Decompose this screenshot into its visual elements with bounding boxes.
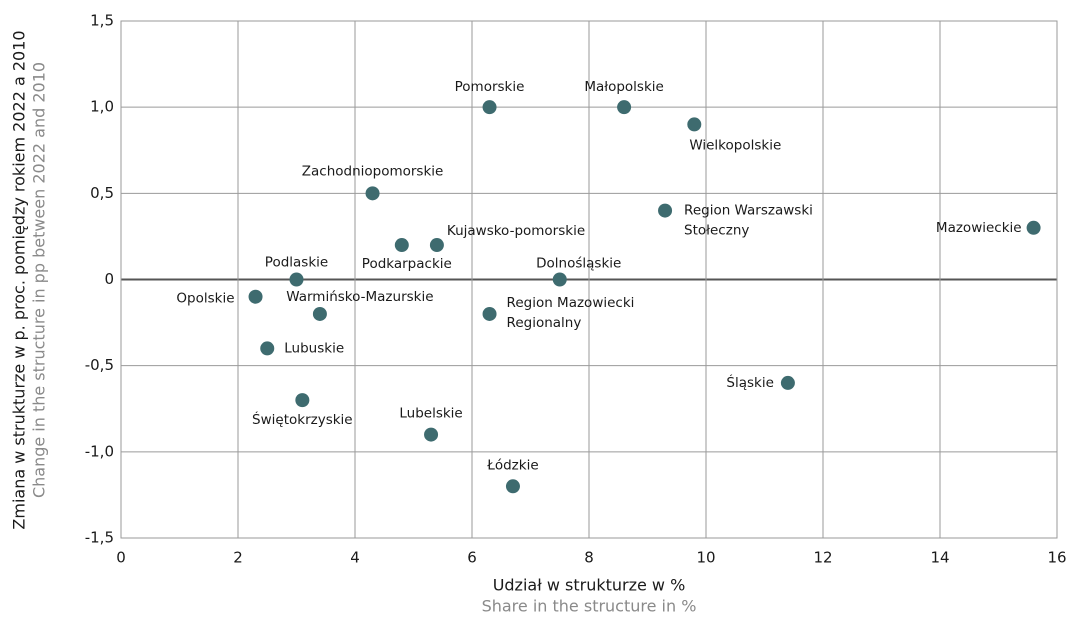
point-label: Regionalny [507,315,582,331]
point [260,341,275,356]
point [365,186,380,201]
point [295,393,310,408]
point-label: Podlaskie [265,255,328,271]
point-label: Mazowieckie [936,220,1022,236]
point-label: Stołeczny [684,223,749,239]
point [658,203,673,218]
point-label: Małopolskie [584,79,664,95]
x-tick-label: 8 [584,549,594,567]
plot-border [120,20,1058,539]
x-tick-label: 12 [813,549,832,567]
point-label: Łódzkie [486,457,538,473]
point [429,238,444,253]
point [780,375,795,390]
y-tick-label: -1,0 [85,442,114,460]
point [552,272,567,287]
point [687,117,702,132]
y-tick-label: -0,5 [85,356,114,374]
point-label: Opolskie [176,291,234,307]
point [1026,220,1041,235]
point-label: Pomorskie [455,79,525,95]
point [289,272,304,287]
point-label: Warmińsko-Mazurskie [286,289,433,305]
point-label: Podkarpackie [362,256,452,272]
y-tick-label: 1,0 [90,98,114,116]
point [617,100,632,115]
x-tick-label: 0 [116,549,126,567]
point-label: Dolnośląskie [536,256,621,272]
point [482,100,497,115]
y-axis-subtitle: Change in the structure in pp between 20… [30,62,49,498]
x-tick-label: 16 [1047,549,1066,567]
y-tick-label: 0 [104,270,114,288]
x-tick-label: 14 [930,549,949,567]
point-label: Wielkopolskie [689,137,781,153]
point [248,289,263,304]
point-label: Świętokrzyskie [252,410,353,428]
point-label: Śląskie [726,373,774,391]
x-tick-label: 6 [467,549,477,567]
x-tick-label: 2 [233,549,243,567]
point-label: Kujawsko-pomorskie [447,223,585,239]
point [424,427,439,442]
x-axis-title: Udział w strukturze w % [493,576,686,595]
point-label: Lubelskie [399,406,462,422]
y-axis-title: Zmiana w strukturze w p. proc. pomiędzy … [10,30,29,529]
point-label: Region Mazowiecki [507,295,635,311]
y-tick-label: 0,5 [90,184,114,202]
x-tick-label: 10 [696,549,715,567]
point-label: Region Warszawski [684,203,813,219]
point-label: Lubuskie [284,340,344,356]
y-tick-label: -1,5 [85,529,114,547]
point [482,306,497,321]
x-tick-label: 4 [350,549,360,567]
point [394,238,409,253]
point [312,306,327,321]
point [505,479,520,494]
point-label: Zachodniopomorskie [302,163,444,179]
x-axis-subtitle: Share in the structure in % [482,597,697,616]
y-tick-label: 1,5 [90,12,114,30]
